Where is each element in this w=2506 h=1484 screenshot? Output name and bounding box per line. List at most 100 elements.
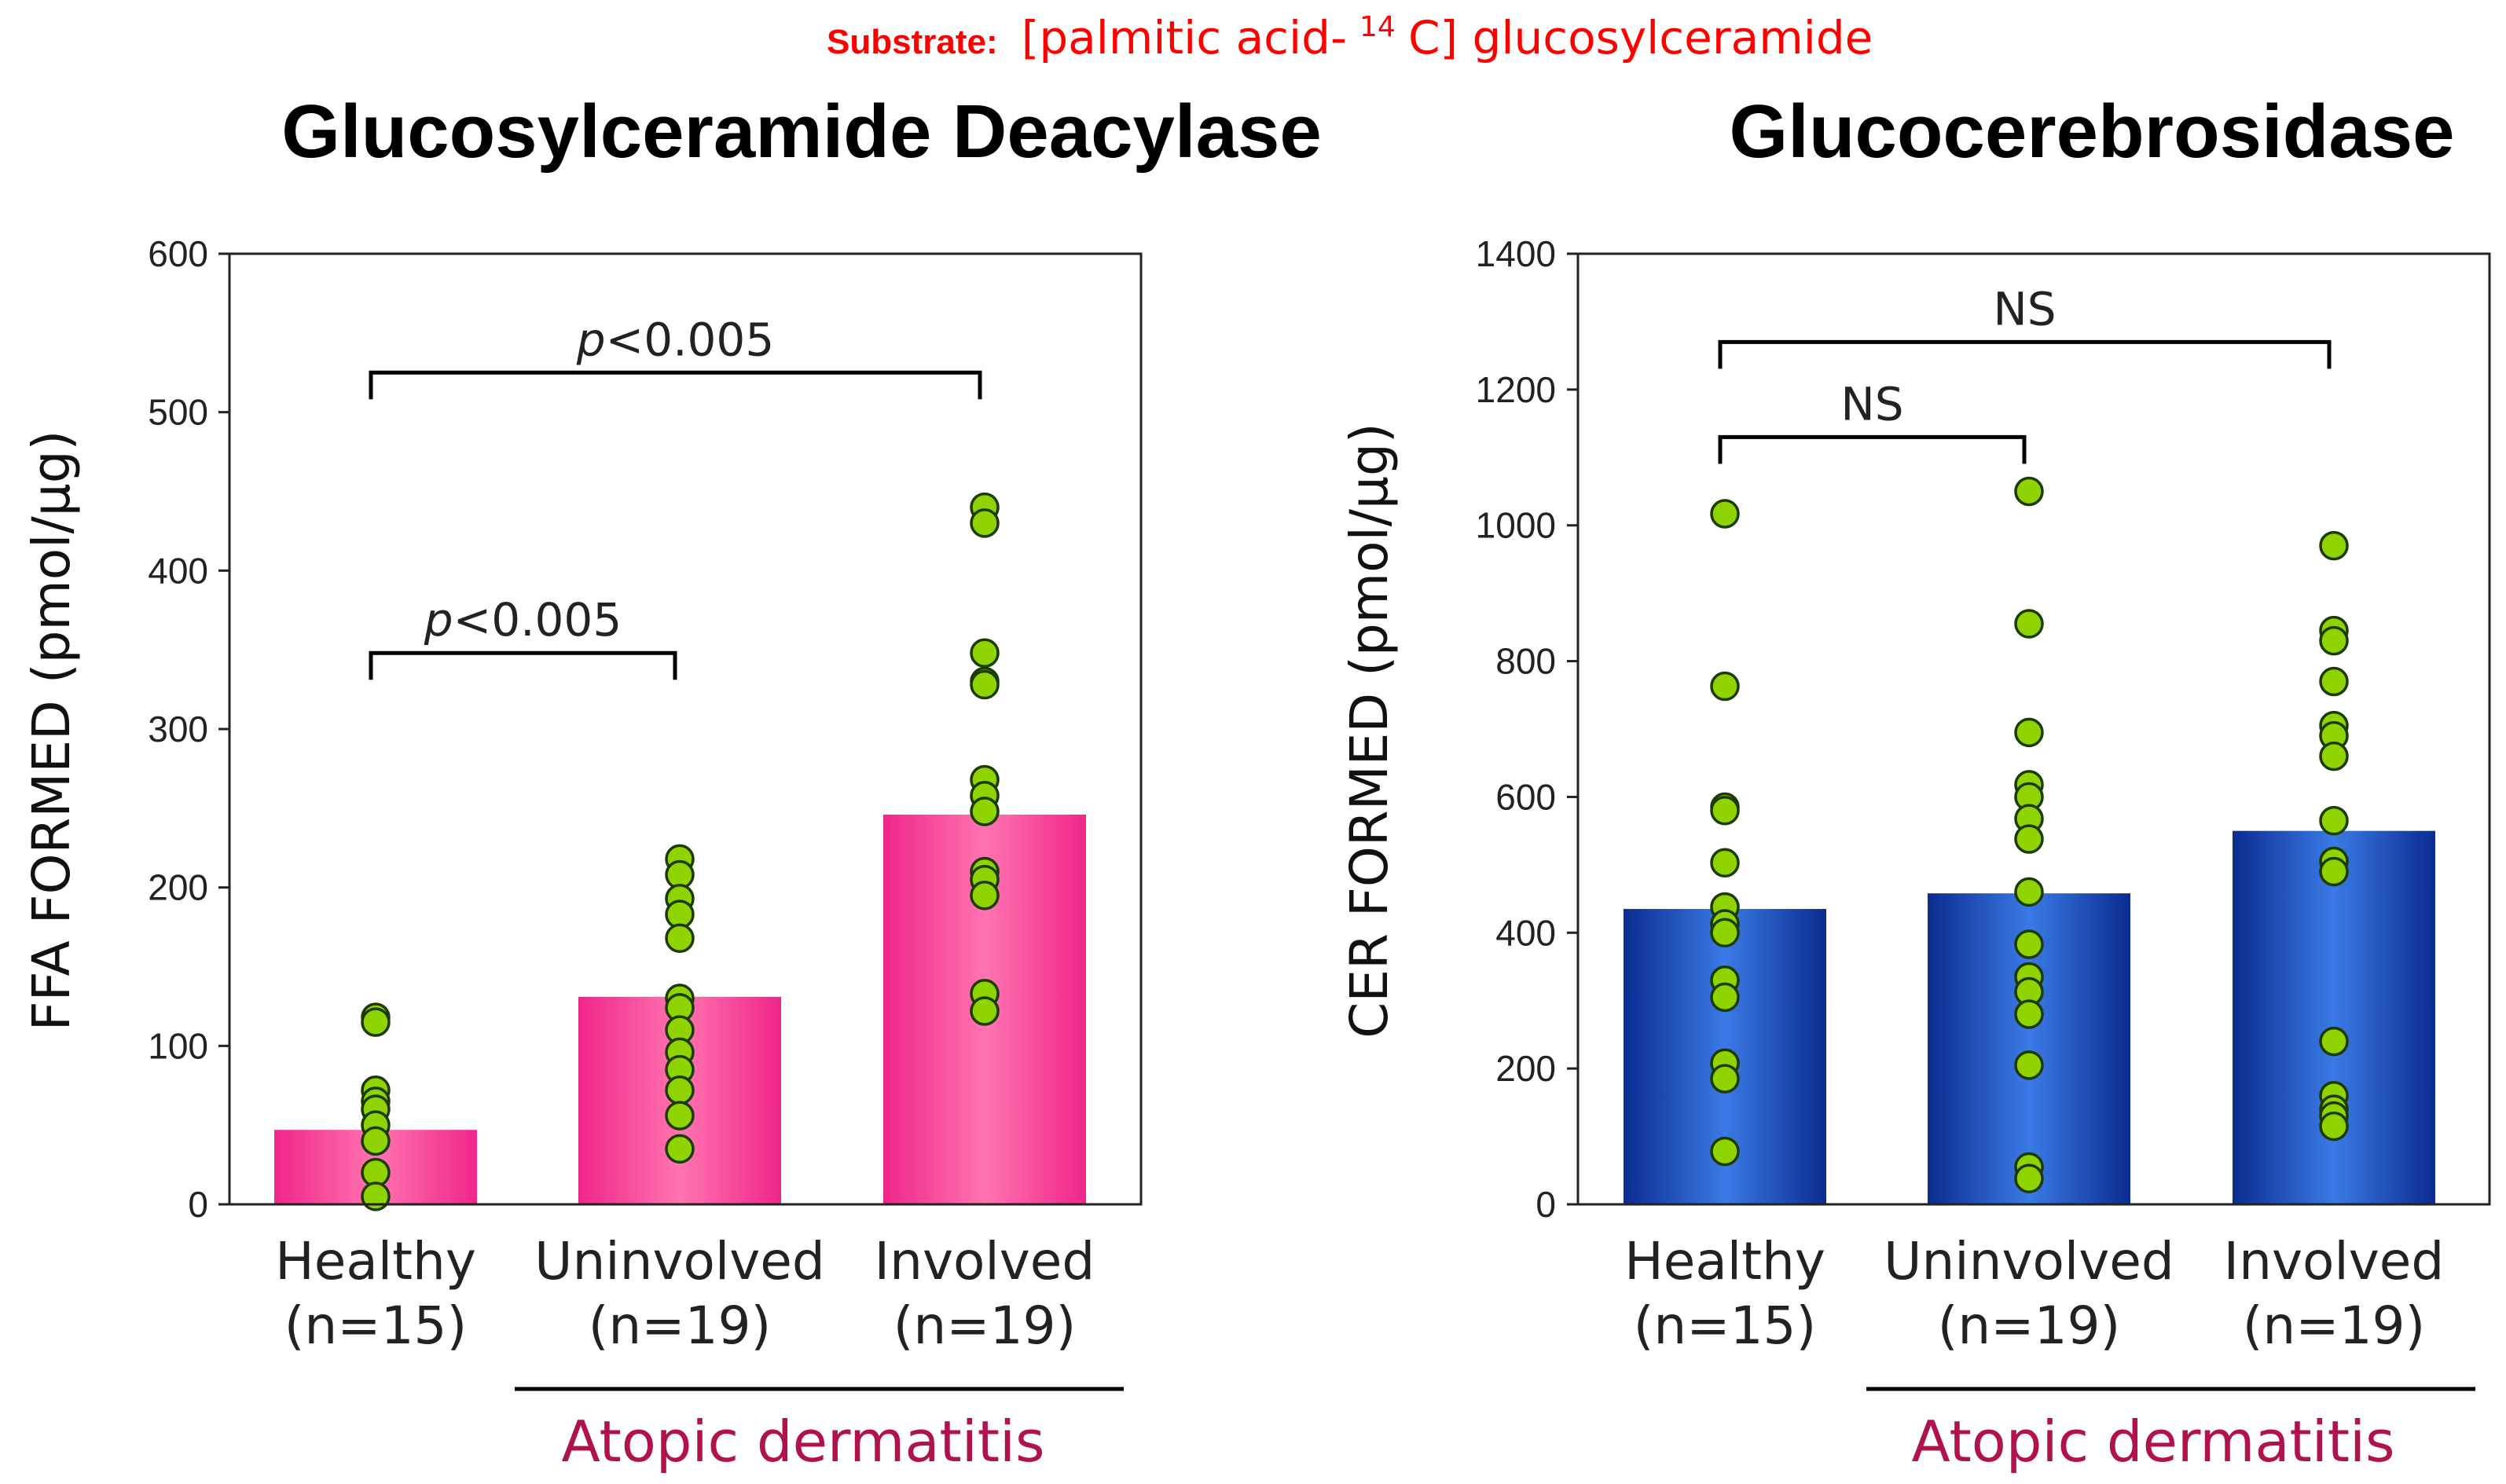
deacylase-title: Glucosylceramide Deacylase bbox=[281, 90, 1321, 174]
significance-bracket bbox=[1718, 434, 2027, 464]
deacylase-categories: Healthy(n=15)Uninvolved(n=19)Involved(n=… bbox=[275, 1231, 1095, 1356]
category-label: Involved bbox=[2224, 1231, 2445, 1292]
significance-bracket bbox=[369, 650, 677, 680]
data-point-involved bbox=[2319, 530, 2349, 561]
substrate-value-pre: [palmitic acid- bbox=[1022, 11, 1347, 64]
data-point-uninvolved bbox=[665, 1101, 695, 1130]
category-label: Involved bbox=[875, 1231, 1095, 1292]
deacylase-group-label: Atopic dermatitis bbox=[561, 1409, 1044, 1475]
data-point-uninvolved bbox=[2014, 877, 2044, 907]
glucocerebrosidase-y-axis-label: CER FORMED (pmol/μg) bbox=[1339, 423, 1400, 1038]
significance-label: p<0.005 bbox=[424, 593, 622, 647]
p-symbol: p bbox=[424, 593, 453, 647]
glucocerebrosidase-categories: Healthy(n=15)Uninvolved(n=19)Involved(n=… bbox=[1624, 1231, 2444, 1356]
y-tick-label: 600 bbox=[1495, 776, 1556, 817]
category-n-label: (n=15) bbox=[1634, 1295, 1817, 1356]
data-point-healthy bbox=[1710, 1064, 1740, 1094]
data-point-involved bbox=[970, 508, 1000, 538]
data-point-healthy bbox=[1710, 795, 1740, 826]
y-tick-label: 100 bbox=[148, 1025, 208, 1066]
data-point-healthy bbox=[1710, 1136, 1740, 1167]
significance-label: NS bbox=[1840, 377, 1903, 431]
category-n-label: (n=19) bbox=[1938, 1295, 2121, 1356]
data-point-involved bbox=[2319, 666, 2349, 697]
data-point-healthy bbox=[361, 1126, 391, 1156]
data-point-healthy bbox=[1710, 848, 1740, 878]
p-value: <0.005 bbox=[606, 313, 775, 366]
y-tick-label: 400 bbox=[1495, 912, 1556, 953]
y-tick-label: 300 bbox=[148, 709, 208, 749]
data-point-healthy bbox=[1710, 918, 1740, 948]
data-point-involved bbox=[2319, 856, 2349, 887]
data-point-uninvolved bbox=[2014, 929, 2044, 959]
data-point-healthy bbox=[1710, 982, 1740, 1013]
data-point-involved bbox=[970, 638, 1000, 668]
significance-bracket bbox=[1718, 339, 2332, 369]
data-point-uninvolved bbox=[2014, 1050, 2044, 1080]
deacylase-plot-frame bbox=[228, 252, 1143, 1206]
substrate-value-post: C] glucosylceramide bbox=[1408, 11, 1873, 64]
y-tick-label: 1400 bbox=[1476, 233, 1556, 274]
category-label: Uninvolved bbox=[1884, 1231, 2174, 1292]
substrate-line: Substrate: [palmitic acid- 14 C] glucosy… bbox=[827, 0, 1873, 64]
category-label: Healthy bbox=[275, 1231, 476, 1292]
data-point-involved bbox=[970, 797, 1000, 826]
bar-involved bbox=[2233, 830, 2435, 1204]
data-point-involved bbox=[970, 881, 1000, 911]
y-tick-label: 400 bbox=[148, 550, 208, 591]
y-tick-label: 500 bbox=[148, 392, 208, 433]
significance-label: p<0.005 bbox=[576, 313, 774, 366]
glucocerebrosidase-points bbox=[1710, 476, 2349, 1193]
y-tick-label: 0 bbox=[1536, 1184, 1556, 1225]
y-tick-label: 200 bbox=[148, 867, 208, 908]
glucocerebrosidase-y-ticks: 0 200 400 600 800 1000 1200 1400 bbox=[1476, 233, 1578, 1225]
glucocerebrosidase-significance: NS NS bbox=[1718, 282, 2332, 464]
deacylase-y-ticks: 0 100 200 300 400 500 600 bbox=[148, 233, 229, 1225]
data-point-involved bbox=[2319, 805, 2349, 836]
data-point-uninvolved bbox=[2014, 824, 2044, 854]
y-tick-label: 0 bbox=[188, 1184, 208, 1225]
p-value: <0.005 bbox=[453, 593, 622, 647]
glucocerebrosidase-title: Glucocerebrosidase bbox=[1729, 90, 2454, 174]
y-tick-label: 1200 bbox=[1476, 369, 1556, 410]
p-value: NS bbox=[1993, 282, 2056, 335]
data-point-involved bbox=[2319, 1111, 2349, 1141]
deacylase-points bbox=[361, 492, 1000, 1211]
deacylase-panel: Glucosylceramide Deacylase FFA FORMED (p… bbox=[21, 90, 1322, 1475]
data-point-uninvolved bbox=[2014, 999, 2044, 1029]
substrate-value-sup: 14 bbox=[1359, 11, 1396, 43]
substrate-label: Substrate: bbox=[827, 23, 998, 61]
data-point-involved bbox=[2319, 741, 2349, 771]
data-point-uninvolved bbox=[2014, 1163, 2044, 1193]
data-point-uninvolved bbox=[665, 923, 695, 953]
category-n-label: (n=15) bbox=[284, 1295, 468, 1356]
glucocerebrosidase-group-label: Atopic dermatitis bbox=[1911, 1409, 2394, 1475]
category-label: Uninvolved bbox=[534, 1231, 825, 1292]
glucocerebrosidase-panel: Glucocerebrosidase CER FORMED (pmol/μg) … bbox=[1339, 90, 2491, 1475]
y-tick-label: 600 bbox=[148, 233, 208, 274]
p-symbol: p bbox=[576, 313, 606, 366]
data-point-healthy bbox=[361, 1182, 391, 1211]
data-point-uninvolved bbox=[2014, 609, 2044, 639]
category-n-label: (n=19) bbox=[893, 1295, 1077, 1356]
glucocerebrosidase-plot-frame bbox=[1576, 252, 2491, 1206]
y-tick-label: 200 bbox=[1495, 1048, 1556, 1089]
data-point-healthy bbox=[361, 1007, 391, 1037]
data-point-involved bbox=[970, 669, 1000, 700]
category-n-label: (n=19) bbox=[589, 1295, 772, 1356]
y-tick-label: 800 bbox=[1495, 641, 1556, 682]
significance-bracket bbox=[369, 370, 982, 400]
data-point-involved bbox=[970, 996, 1000, 1026]
p-value: NS bbox=[1840, 377, 1903, 431]
data-point-involved bbox=[2319, 625, 2349, 656]
significance-label: NS bbox=[1993, 282, 2056, 335]
deacylase-y-axis-label: FFA FORMED (pmol/μg) bbox=[21, 431, 82, 1031]
data-point-involved bbox=[2319, 1026, 2349, 1057]
data-point-healthy bbox=[1710, 671, 1740, 702]
data-point-uninvolved bbox=[665, 1134, 695, 1164]
data-point-uninvolved bbox=[2014, 717, 2044, 748]
data-point-uninvolved bbox=[665, 1075, 695, 1105]
category-n-label: (n=19) bbox=[2243, 1295, 2426, 1356]
